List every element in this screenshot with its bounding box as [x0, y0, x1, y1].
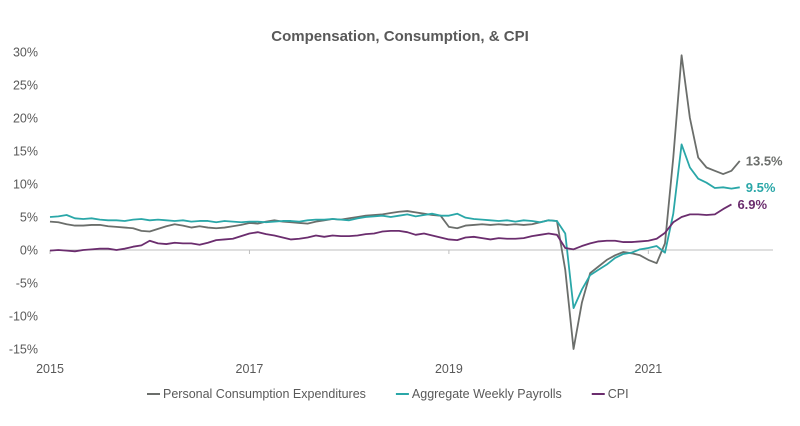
y-tick-label: -5%: [16, 277, 38, 291]
y-tick-label: 0%: [20, 244, 38, 258]
legend-label: CPI: [608, 387, 629, 401]
series-line-3: [49, 203, 732, 253]
series-line-2: [49, 143, 740, 309]
y-tick-label: 30%: [13, 46, 38, 60]
end-labels: 13.5% 9.5% 6.9%: [737, 153, 783, 212]
series-line-1: [49, 54, 741, 350]
x-tick-label: 2021: [634, 362, 662, 376]
legend-item: Aggregate Weekly Payrolls: [395, 387, 562, 401]
legend-label: Aggregate Weekly Payrolls: [412, 387, 562, 401]
legend-item: CPI: [591, 387, 629, 401]
chart-title: Compensation, Consumption, & CPI: [271, 28, 529, 45]
x-tick-label: 2019: [435, 362, 463, 376]
legend-item: Personal Consumption Expenditures: [147, 387, 366, 401]
series-layer: [49, 54, 741, 350]
y-tick-label: -10%: [9, 310, 38, 324]
end-value-label: 6.9%: [737, 197, 767, 212]
y-tick-label: 20%: [13, 112, 38, 126]
legend-label: Personal Consumption Expenditures: [163, 387, 366, 401]
y-tick-label: 5%: [20, 211, 38, 225]
y-tick-label: 25%: [13, 79, 38, 93]
y-tick-label: 10%: [13, 178, 38, 192]
y-tick-label: -15%: [9, 343, 38, 357]
end-value-label: 9.5%: [746, 180, 776, 195]
x-tick-label: 2017: [236, 362, 264, 376]
y-tick-label: 15%: [13, 145, 38, 159]
x-tick-label: 2015: [36, 362, 64, 376]
legend: Personal Consumption Expenditures Aggrega…: [147, 387, 629, 401]
end-value-label: 13.5%: [746, 153, 783, 168]
x-axis: 2015 2017 2019 2021: [36, 250, 662, 376]
y-axis: 30% 25% 20% 15% 10% 5% 0% -5% -10% -15%: [9, 46, 773, 357]
